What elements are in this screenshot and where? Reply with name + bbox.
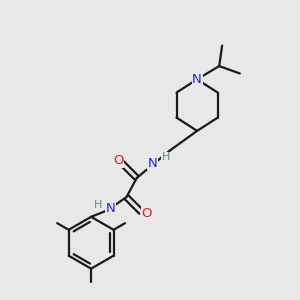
Text: O: O [141,207,152,220]
Text: N: N [148,157,158,170]
Text: O: O [113,154,124,167]
Text: N: N [192,73,202,86]
Text: H: H [161,152,170,162]
Text: H: H [94,200,102,210]
Text: N: N [105,202,115,215]
